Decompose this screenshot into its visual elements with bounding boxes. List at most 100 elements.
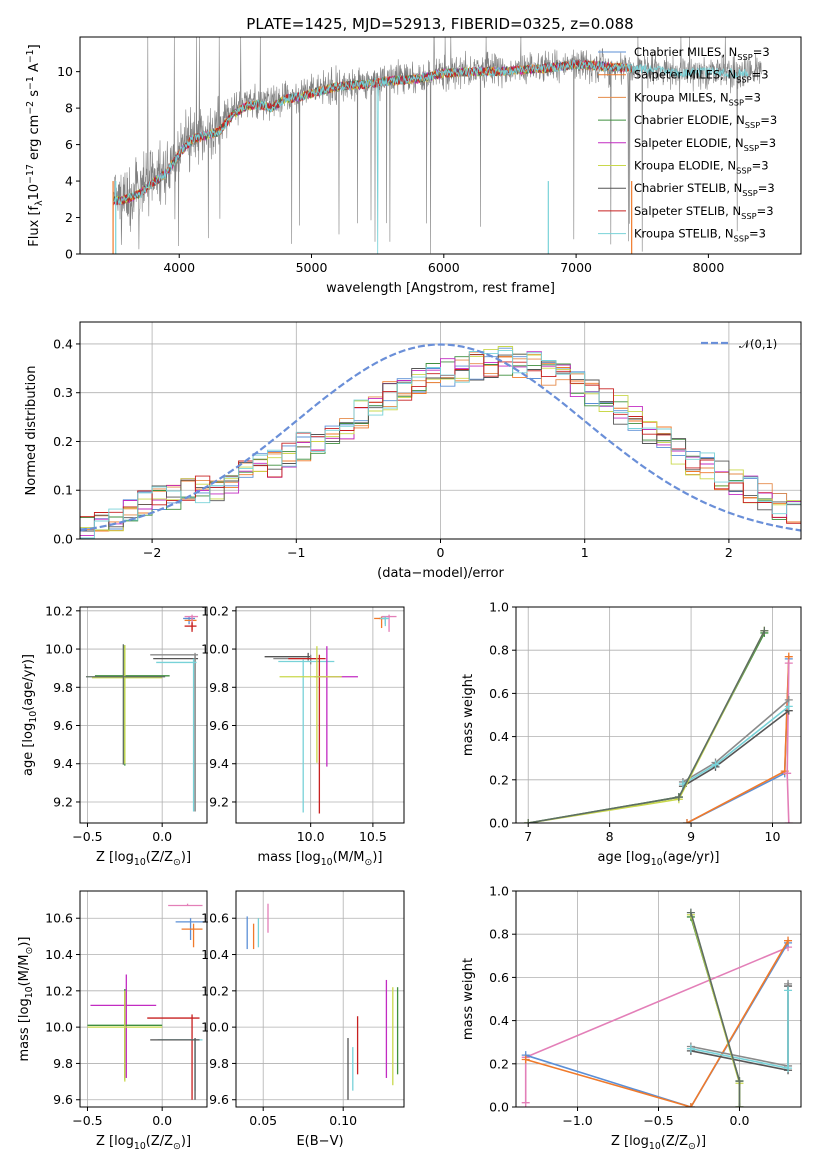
legend-entry-5: Salpeter ELODIE, NSSP=3 [634, 136, 776, 153]
axes-frame [235, 890, 405, 1108]
y-tick-label: 10.0 [45, 642, 73, 657]
y-axis-label: mass weight [461, 674, 476, 756]
errorbar-point-8 [288, 654, 326, 814]
errorbar-point-9 [314, 646, 358, 767]
y-tick-label: 9.2 [53, 794, 73, 809]
y-tick-label: 10.4 [45, 947, 73, 962]
mass_vs_EBV-panel-marks [246, 903, 399, 1100]
x-tick-label: 10.5 [359, 829, 387, 844]
y-tick-label: 0.4 [489, 1013, 509, 1028]
x-tick-label: 0.0 [730, 1113, 750, 1128]
x-tick-label: 8 [606, 829, 614, 844]
errorbar-point-5 [157, 1038, 203, 1091]
x-tick-label: 0.10 [329, 1113, 357, 1128]
weight-series-2 [683, 652, 793, 823]
errorbar-point-3 [381, 614, 397, 632]
axes-frame [515, 606, 802, 824]
errorbar-point-6 [150, 1038, 200, 1100]
y-tick-label: 8 [65, 101, 73, 116]
age_vs_Z-panel: −0.5 0.0 9.2 9.4 9.6 9.8 10.0 10.2 Z [log10(Z/Z⊙… [21, 603, 208, 868]
errorbar-point-4 [147, 1014, 200, 1100]
y-tick-label: 0.4 [53, 336, 73, 351]
weight-series-8 [524, 626, 769, 823]
x-tick-label: 10.0 [297, 829, 325, 844]
x-axis-label: wavelength [Angstrom, rest frame] [326, 281, 555, 296]
errorbar-point-2 [184, 618, 197, 630]
errorbar-point-9 [91, 645, 163, 764]
mass_vs_Z-panel-marks [87, 903, 206, 1100]
errorbar-point-8 [94, 645, 170, 766]
age_vs_mass-panel-marks [264, 614, 397, 814]
legend-entry-9: Kroupa STELIB, NSSP=3 [634, 227, 766, 244]
y-tick-label: 0.2 [489, 772, 509, 787]
x-axis-label: mass [log10(M/M⊙)] [258, 850, 383, 868]
y-tick-label: 9.6 [209, 1092, 229, 1107]
y-tick-label: 9.4 [53, 756, 73, 771]
legend-entry-2: Salpeter MILES, NSSP=3 [634, 68, 769, 85]
y-tick-label: 0.0 [489, 816, 509, 831]
x-axis-label: age [log10(age/yr)] [598, 850, 720, 868]
y-tick-label: 9.8 [53, 680, 73, 695]
model-spectrum-9 [112, 59, 749, 254]
y-tick-label: 9.6 [53, 718, 73, 733]
errorbar-point-1 [379, 616, 388, 625]
x-axis-label: E(B−V) [296, 1134, 343, 1149]
y-tick-label: 9.8 [209, 1056, 229, 1071]
x-axis-label: Z [log10(Z/Z⊙)] [96, 1134, 191, 1152]
y-tick-label: 0.2 [489, 1056, 509, 1071]
x-tick-label: 0.05 [249, 1113, 277, 1128]
weight-marker [735, 1077, 744, 1086]
y-tick-label: 9.8 [53, 1056, 73, 1071]
figure-title: PLATE=1425, MJD=52913, FIBERID=0325, z=0… [246, 15, 633, 33]
legend-entry-6: Kroupa ELODIE, NSSP=3 [634, 159, 769, 176]
residual-panel-marks [80, 343, 801, 539]
weight-marker [674, 793, 683, 802]
massweight_vs_age-panel: 7 8 9 10 0.0 0.2 0.4 0.6 0.8 1.0 age [log10(age/yr… [461, 600, 802, 868]
age_vs_Z-panel-marks [85, 614, 199, 812]
age_vs_mass-panel: 10.0 10.5 9.2 9.4 9.6 9.8 10.0 10.2 mass [log10(… [201, 603, 405, 868]
errorbar-point-7 [278, 659, 335, 813]
y-tick-label: 10.4 [201, 947, 229, 962]
legend-entry-7: Chabrier STELIB, NSSP=3 [634, 181, 775, 198]
weight-series-3 [783, 659, 793, 823]
y-tick-label: 10.2 [45, 983, 73, 998]
y-tick-label: 0.0 [53, 532, 73, 547]
y-tick-label: 0.8 [489, 643, 509, 658]
y-tick-label: 10.0 [201, 642, 229, 657]
y-tick-label: 0.6 [489, 686, 509, 701]
y-tick-label: 6 [65, 137, 73, 152]
y-tick-label: 0.8 [489, 927, 509, 942]
spectrum-panel-marks [112, 37, 762, 254]
x-tick-label: 8000 [692, 260, 724, 275]
errorbar-point-6 [150, 652, 199, 812]
histogram-step-9 [80, 349, 801, 539]
x-tick-label: 5000 [296, 260, 328, 275]
observed-spectrum [112, 37, 762, 254]
y-tick-label: 0.2 [53, 434, 73, 449]
weight-series-8 [686, 910, 744, 1107]
weight-marker [784, 936, 793, 945]
weight-marker [784, 986, 793, 995]
y-tick-label: 0.4 [489, 729, 509, 744]
errorbar-point-7 [156, 658, 197, 812]
x-tick-label: −0.5 [72, 1113, 102, 1128]
spectrum-panel: 4000 5000 6000 7000 8000 0 2 4 6 8 10 wavelength [A… [25, 36, 802, 296]
y-axis-label: Flux [fλ10−17 erg cm−2 s−1 A−1] [25, 44, 45, 246]
spectrum-legend: Chabrier MILES, NSSP=3 Salpeter MILES, NS… [598, 45, 777, 244]
x-tick-label: 7 [524, 829, 532, 844]
weight-series-7 [686, 912, 744, 1107]
x-tick-label: 0.0 [152, 1113, 172, 1128]
y-tick-label: 9.6 [53, 1092, 73, 1107]
gaussian-curve [80, 343, 801, 532]
y-tick-label: 1.0 [489, 600, 509, 615]
histogram-step-7 [80, 353, 801, 532]
x-tick-label: 4000 [163, 260, 195, 275]
y-tick-label: 10.6 [201, 911, 229, 926]
gaussian-legend-label: 𝒩(0,1) [739, 337, 777, 351]
axes-frame [79, 890, 208, 1108]
errorbar-point-1 [168, 903, 203, 907]
weight-series-3 [521, 936, 793, 1107]
y-tick-label: 9.8 [209, 680, 229, 695]
weight-marker [760, 626, 769, 635]
legend-entry-8: Salpeter STELIB, NSSP=3 [634, 204, 774, 221]
